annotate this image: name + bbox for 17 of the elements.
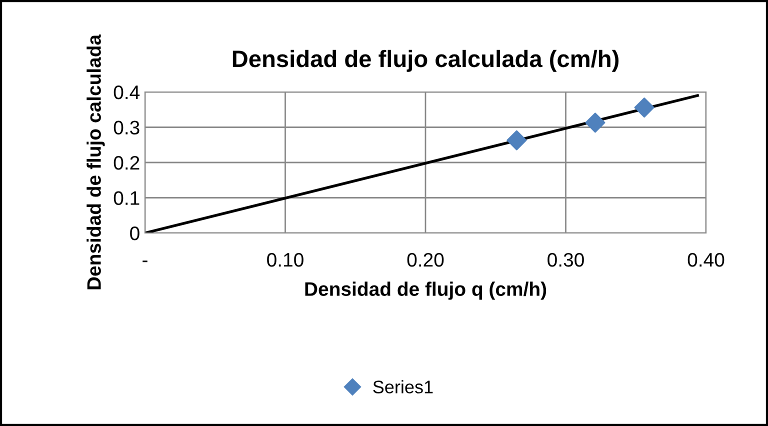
y-tick-label: 0 xyxy=(130,226,140,240)
x-tick-label: 0.40 xyxy=(688,252,724,267)
y-axis-title: Densidad de flujo calculada xyxy=(86,34,105,290)
point xyxy=(585,112,606,133)
y-tick-label: 0.2 xyxy=(114,156,140,170)
point xyxy=(634,98,654,118)
x-tick-label: 0.10 xyxy=(267,252,304,267)
x-tick-label: 0.30 xyxy=(548,252,584,267)
y-tick-label: 0.1 xyxy=(114,191,140,205)
x-tick-label: - xyxy=(142,260,148,262)
y-tick-label: 0.3 xyxy=(114,120,140,134)
x-axis-title: Densidad de flujo q (cm/h) xyxy=(305,282,546,300)
x-tick-label: 0.20 xyxy=(407,252,444,267)
legend-label: Series1 xyxy=(373,380,433,394)
point xyxy=(506,130,527,150)
chart-title: Densidad de flujo calculada (cm/h) xyxy=(232,50,619,72)
y-tick-label: 0.4 xyxy=(114,85,140,100)
